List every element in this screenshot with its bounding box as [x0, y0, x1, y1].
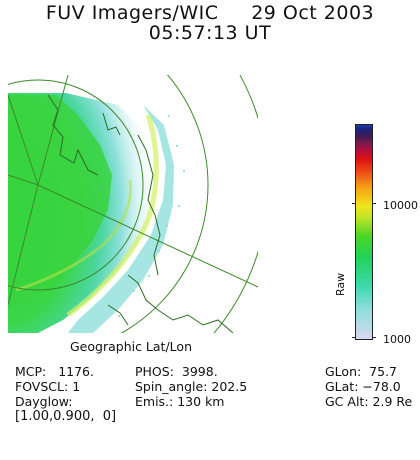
dayglow-value: [1.00,0.900, 0] — [15, 409, 117, 424]
emis-row: Emis.: 130 km — [135, 394, 224, 409]
spin-label: Spin_angle: — [135, 379, 208, 394]
instrument-title: FUV Imagers/WIC — [45, 2, 219, 24]
glat-value: −78.0 — [362, 379, 401, 394]
dayglow-label: Dayglow: — [15, 394, 73, 409]
gcalt-label: GC Alt: — [325, 394, 369, 409]
phos-row: PHOS: 3998. — [135, 364, 218, 379]
title-line-1: FUV Imagers/WIC 29 Oct 2003 — [0, 2, 420, 24]
spin-value: 202.5 — [211, 379, 248, 394]
gcalt-value: 2.9 Re — [372, 394, 413, 409]
mcp-label: MCP: — [15, 364, 47, 379]
emis-value: 130 km — [177, 394, 225, 409]
phos-label: PHOS: — [135, 364, 174, 379]
image-caption: Geographic Lat/Lon — [70, 339, 192, 354]
colorbar-axis-label: Raw — [334, 272, 347, 296]
colorbar-max-label: 10000 — [383, 199, 418, 212]
phos-value: 3998. — [181, 364, 218, 379]
gcalt-row: GC Alt: 2.9 Re — [325, 394, 420, 409]
glon-value: 75.7 — [369, 364, 398, 379]
colorbar-tick-10000-right — [372, 203, 376, 204]
time-title: 05:57:13 UT — [148, 22, 272, 44]
glat-label: GLat: — [325, 379, 359, 394]
date-title: 29 Oct 2003 — [251, 2, 375, 24]
colorbar-tick-1000-right — [372, 337, 376, 338]
colorbar — [352, 124, 376, 340]
emis-label: Emis.: — [135, 394, 174, 409]
colorbar-tick-10000 — [352, 203, 356, 204]
glat-row: GLat: −78.0 — [325, 379, 401, 394]
glon-row: GLon: 75.7 — [325, 364, 397, 379]
fovscl-label: FOVSCL: — [15, 379, 69, 394]
mcp-value: 1176. — [58, 364, 94, 379]
fovscl-row: FOVSCL: 1 — [15, 379, 80, 394]
fovscl-value: 1 — [72, 379, 81, 394]
colorbar-tick-1000 — [352, 337, 356, 338]
colorbar-min-label: 1000 — [383, 333, 411, 346]
glon-label: GLon: — [325, 364, 362, 379]
spin-row: Spin_angle: 202.5 — [135, 379, 247, 394]
mcp-row: MCP: 1176. — [15, 364, 94, 379]
auroral-image — [8, 75, 258, 333]
